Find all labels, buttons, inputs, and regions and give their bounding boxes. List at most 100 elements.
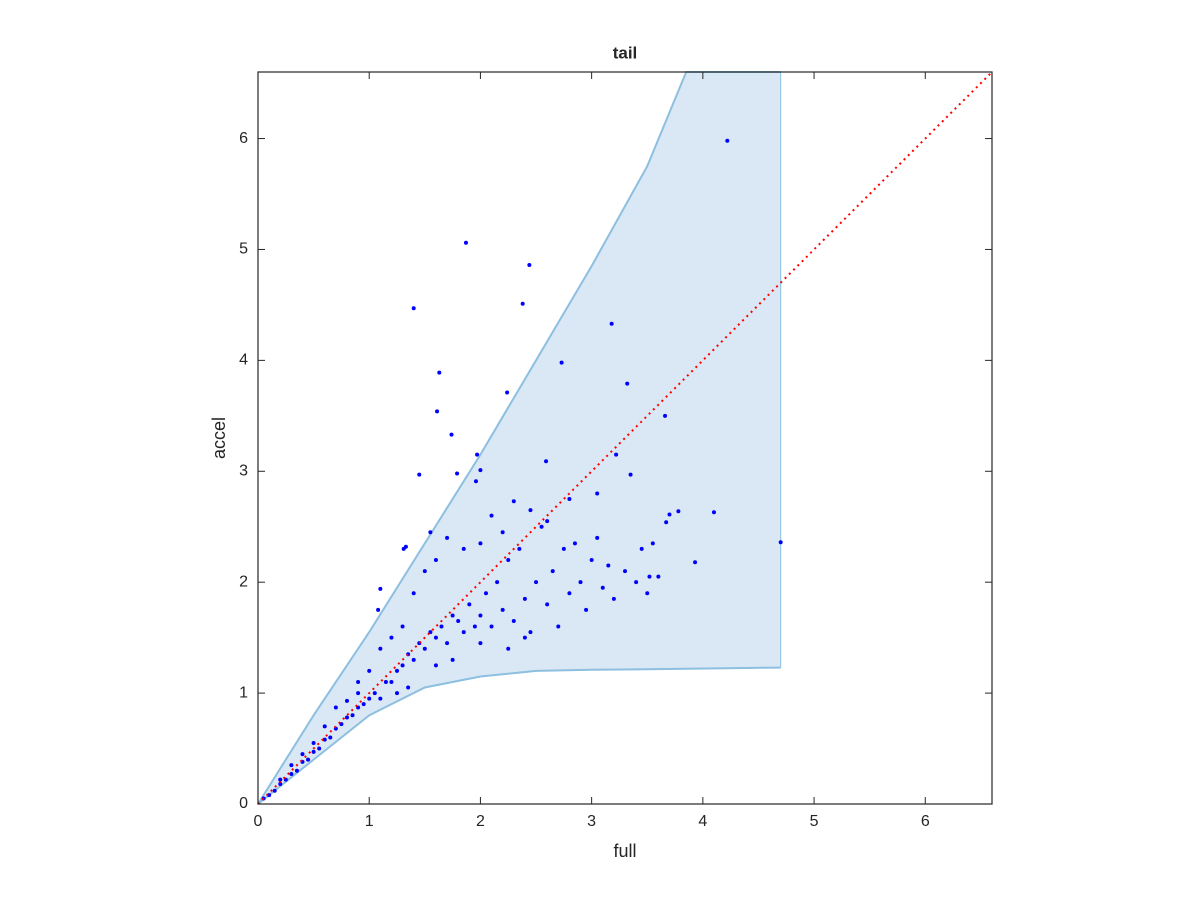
point xyxy=(272,788,277,793)
chart-title: tail xyxy=(613,43,638,62)
point xyxy=(572,541,577,546)
point xyxy=(578,580,583,585)
point xyxy=(422,569,427,574)
point xyxy=(473,479,478,484)
point xyxy=(522,596,527,601)
point xyxy=(317,746,322,751)
point xyxy=(428,630,433,635)
point xyxy=(437,370,442,375)
point xyxy=(545,519,550,524)
point xyxy=(647,574,652,579)
point xyxy=(676,509,681,514)
point xyxy=(449,432,454,437)
point xyxy=(500,607,505,612)
band-lower xyxy=(257,666,781,805)
point xyxy=(511,619,516,623)
x-tick-label: 6 xyxy=(921,813,930,830)
point xyxy=(267,793,272,798)
point xyxy=(461,546,466,551)
point xyxy=(725,138,730,143)
point xyxy=(372,691,377,696)
point xyxy=(435,409,440,414)
point xyxy=(609,321,614,326)
x-tick-label: 5 xyxy=(810,813,819,830)
point xyxy=(478,468,483,473)
point xyxy=(561,546,566,551)
point xyxy=(522,635,527,640)
point xyxy=(433,558,438,562)
point xyxy=(539,524,544,529)
point xyxy=(445,535,450,540)
point xyxy=(400,624,405,629)
point xyxy=(511,499,516,504)
point xyxy=(567,591,572,596)
point xyxy=(361,702,366,707)
point xyxy=(433,663,438,668)
point xyxy=(606,563,611,568)
point xyxy=(378,646,383,651)
y-tick-label: 2 xyxy=(239,573,248,590)
point xyxy=(472,624,477,629)
point xyxy=(505,390,510,395)
point xyxy=(500,530,505,535)
point xyxy=(656,574,661,579)
point xyxy=(450,613,455,618)
point xyxy=(456,619,461,623)
point xyxy=(611,596,616,601)
point xyxy=(294,768,299,773)
point xyxy=(328,735,333,740)
point xyxy=(595,535,600,540)
point xyxy=(395,668,400,673)
point xyxy=(445,641,450,646)
point xyxy=(306,757,311,762)
point xyxy=(711,510,716,515)
point xyxy=(489,624,494,629)
point xyxy=(567,497,572,501)
point xyxy=(589,558,594,562)
point xyxy=(376,607,381,612)
point xyxy=(395,691,400,696)
y-tick-label: 1 xyxy=(239,684,248,701)
x-tick-label: 4 xyxy=(698,813,707,830)
point xyxy=(667,512,672,517)
plot-frame xyxy=(257,71,993,805)
point xyxy=(428,530,433,535)
point xyxy=(614,452,619,457)
point xyxy=(528,630,533,635)
point xyxy=(461,630,466,635)
point xyxy=(300,752,305,757)
point xyxy=(693,560,698,565)
point xyxy=(403,544,408,549)
point xyxy=(417,472,422,477)
y-tick-label: 0 xyxy=(239,795,248,812)
point xyxy=(506,558,511,562)
point xyxy=(559,360,564,365)
point xyxy=(528,508,533,513)
point xyxy=(389,680,394,684)
point xyxy=(650,541,655,546)
point xyxy=(278,782,283,787)
point xyxy=(455,471,460,476)
point xyxy=(422,646,427,651)
point xyxy=(400,663,405,668)
point xyxy=(367,696,372,701)
point xyxy=(389,635,394,640)
point xyxy=(367,668,372,673)
point xyxy=(639,546,644,551)
x-tick-label: 0 xyxy=(254,813,263,830)
point xyxy=(289,772,294,777)
point xyxy=(383,680,388,684)
point xyxy=(439,624,444,629)
y-tick-label: 6 xyxy=(239,130,248,147)
y-axis-label: accel xyxy=(209,417,229,459)
point xyxy=(378,696,383,701)
point xyxy=(623,569,627,574)
band-area xyxy=(258,72,781,804)
point xyxy=(584,607,589,612)
x-tick-label: 1 xyxy=(365,813,374,830)
point xyxy=(520,301,525,306)
point xyxy=(545,602,550,607)
point xyxy=(406,685,411,690)
point xyxy=(595,491,600,496)
